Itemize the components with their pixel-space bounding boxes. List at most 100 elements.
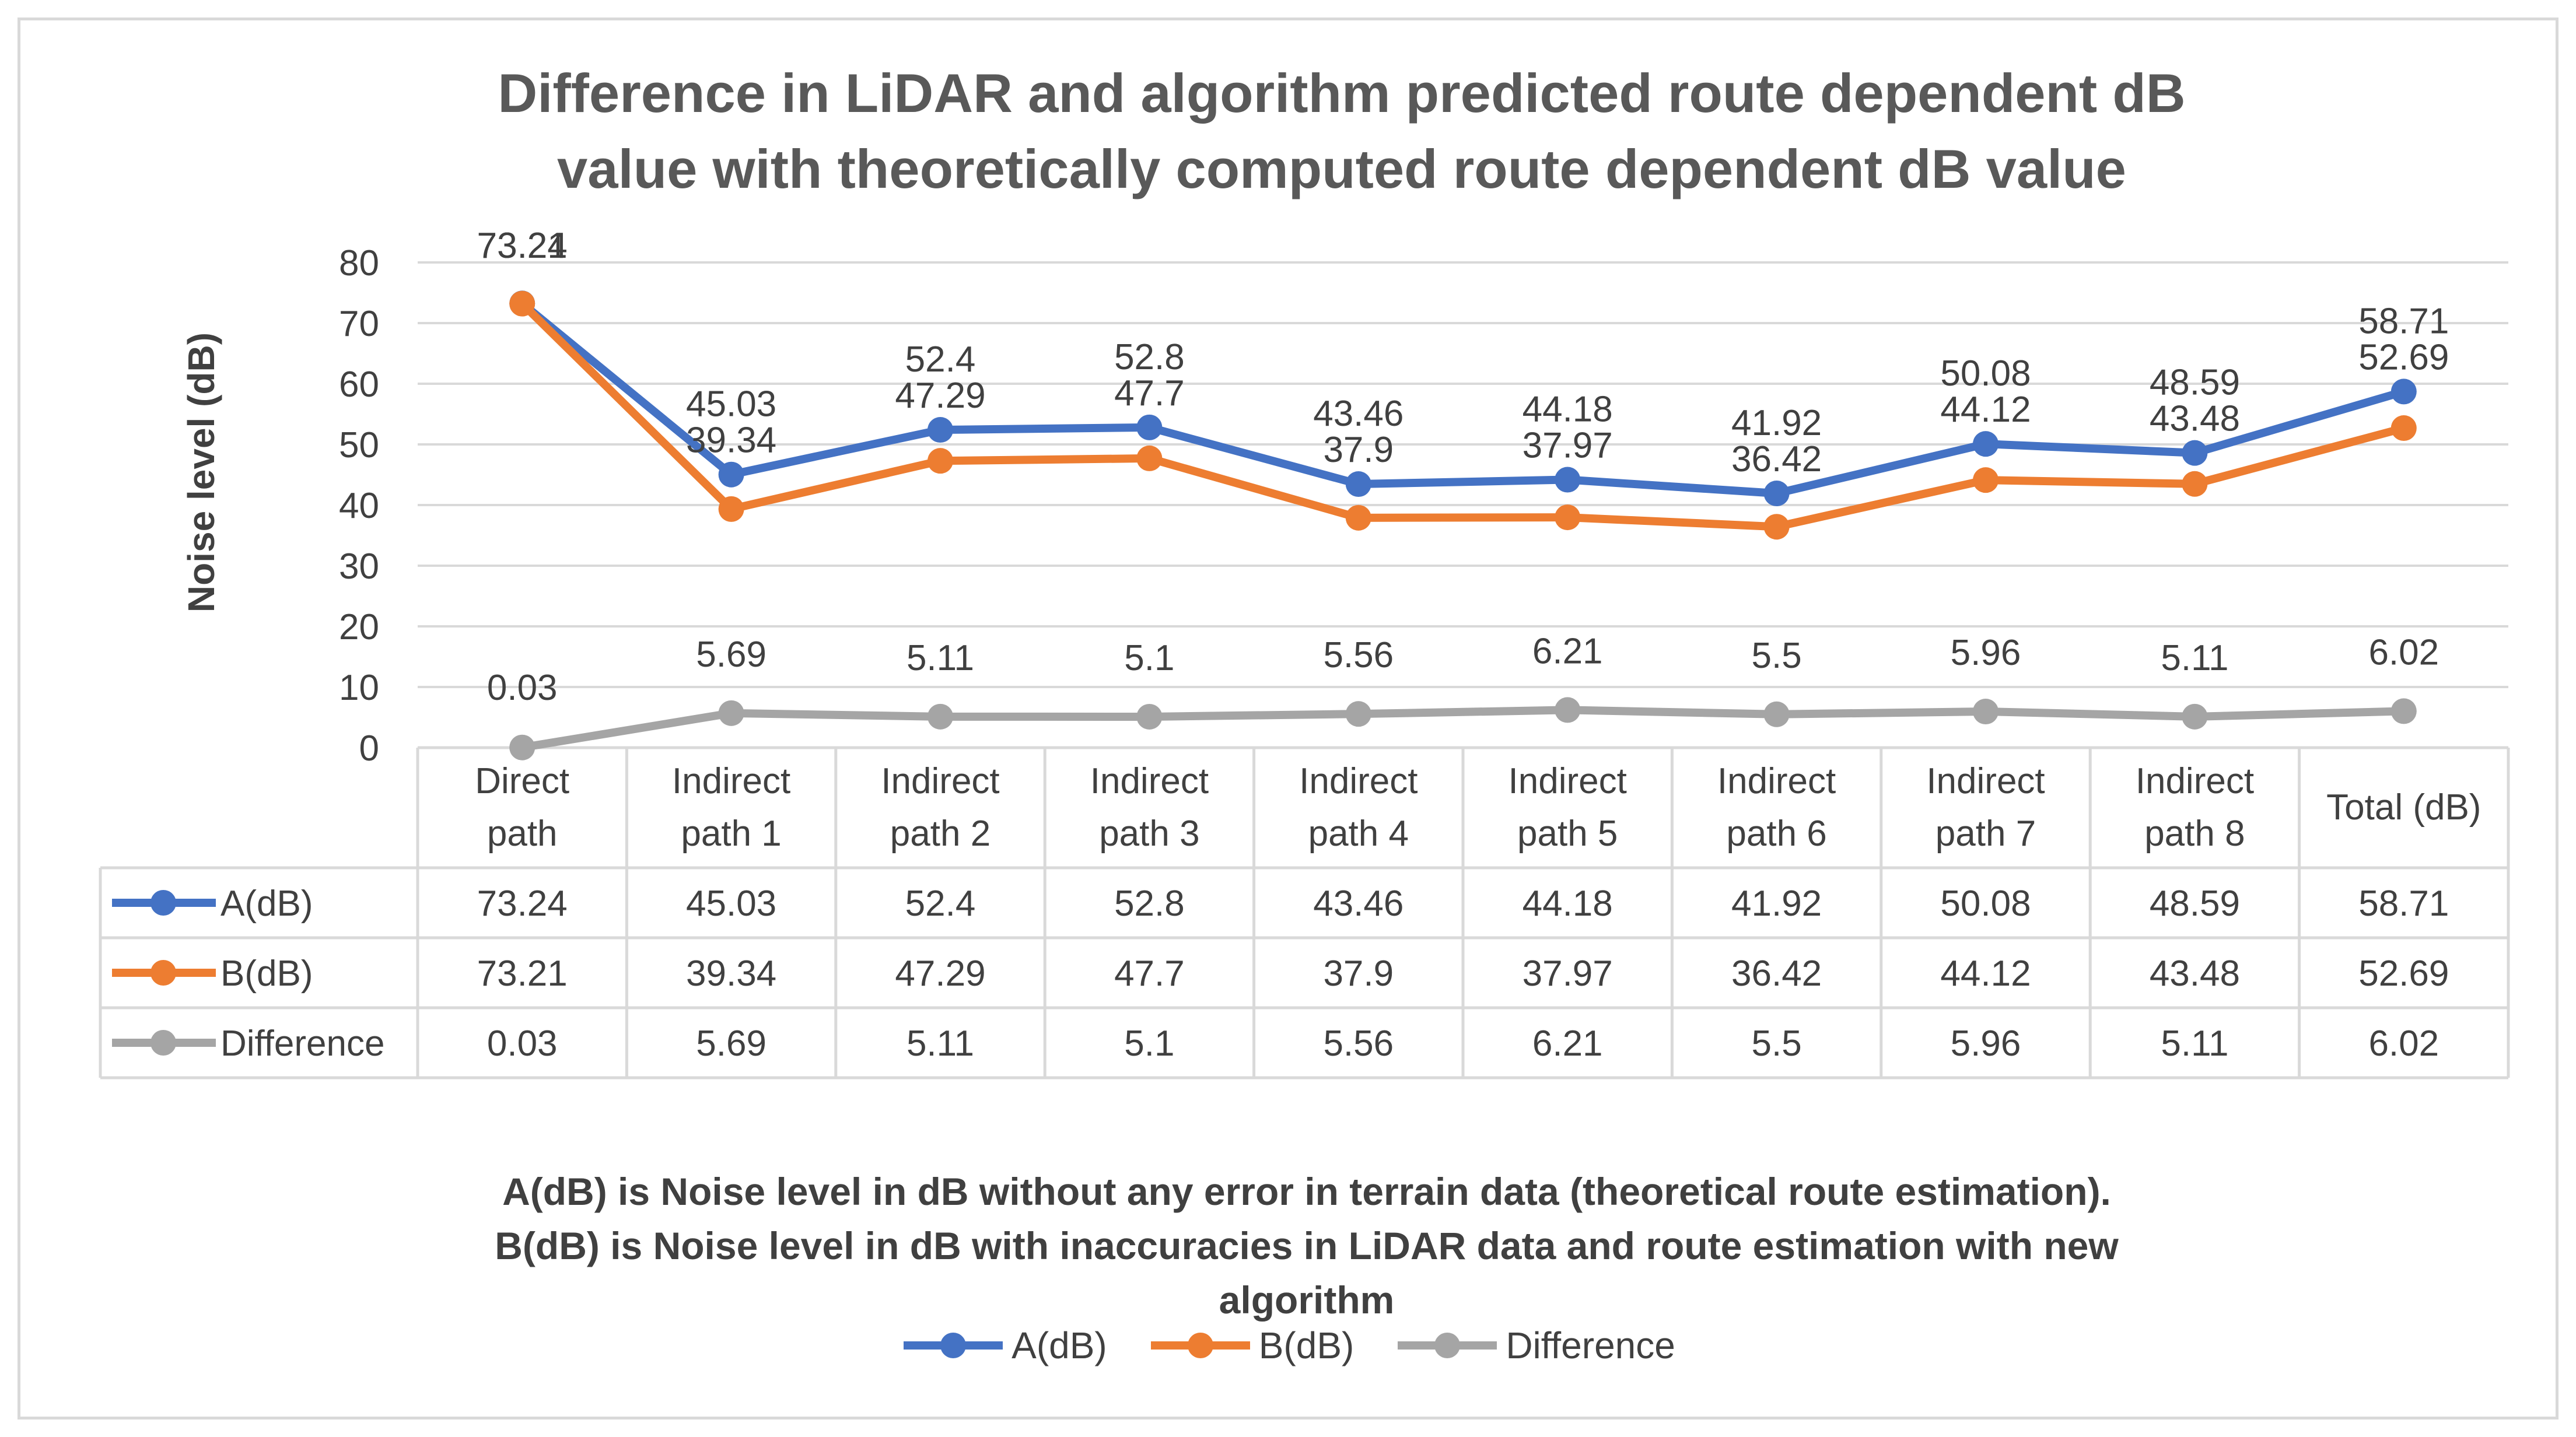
data-point: [1763, 701, 1790, 727]
category-label: path 4: [1308, 814, 1409, 854]
data-point: [2182, 471, 2208, 497]
data-point: [928, 417, 953, 443]
data-label: 48.59: [2150, 363, 2240, 403]
category-label: path 6: [1726, 814, 1826, 854]
data-label: 47.29: [895, 376, 985, 416]
table-cell-value: 6.02: [2368, 1024, 2439, 1064]
legend-item-b: B(dB): [1148, 1324, 1354, 1367]
table-cell-value: 5.96: [1951, 1024, 2021, 1064]
category-label: Indirect: [672, 761, 790, 801]
data-label: 0.03: [487, 668, 558, 708]
table-cell-value: 45.03: [686, 884, 776, 924]
data-label: 41.92: [1731, 403, 1822, 443]
legend-line-a-icon: [904, 1333, 1003, 1358]
table-legend-marker: [150, 890, 176, 916]
data-point: [2182, 440, 2208, 466]
chart-frame: [18, 17, 2558, 1420]
category-label: path: [487, 814, 558, 854]
table-cell-value: 5.5: [1751, 1024, 1801, 1064]
series-line: [519, 300, 2405, 498]
table-cell-value: 58.71: [2358, 884, 2449, 924]
data-point: [1136, 445, 1163, 471]
category-label: path 8: [2144, 814, 2245, 854]
chart-title-line-1: Difference in LiDAR and algorithm predic…: [498, 62, 2186, 124]
table-series-label: A(dB): [220, 884, 313, 924]
data-label: 44.12: [1940, 390, 2031, 430]
table-series-label: Difference: [220, 1024, 384, 1064]
data-label: 36.42: [1731, 439, 1822, 479]
y-tick-label: 30: [339, 546, 379, 587]
data-label: 37.97: [1522, 426, 1613, 466]
y-tick-label: 50: [339, 425, 379, 465]
data-point: [1345, 504, 1371, 531]
category-label: Total (dB): [2326, 787, 2481, 828]
table-cell-value: 47.29: [895, 954, 985, 994]
data-label: 58.71: [2358, 301, 2449, 341]
table-legend-marker: [150, 1030, 176, 1056]
data-point: [1345, 471, 1371, 497]
data-point: [1763, 481, 1790, 507]
data-label: 52.69: [2358, 337, 2449, 377]
table-legend-marker: [150, 960, 176, 986]
y-tick-label: 40: [339, 486, 379, 526]
data-label: 39.34: [686, 420, 776, 461]
data-label: 43.48: [2150, 399, 2240, 439]
table-cell-value: 6.21: [1532, 1024, 1603, 1064]
y-tick-label: 70: [339, 304, 379, 344]
data-label: 73.24: [477, 226, 568, 266]
series-line: [522, 706, 2404, 752]
chart-title-line-2: value with theoretically computed route …: [557, 138, 2126, 199]
note-line-3: algorithm: [1219, 1278, 1395, 1322]
table-cell-value: 73.21: [477, 954, 568, 994]
table-cell-value: 36.42: [1731, 954, 1822, 994]
legend-item-difference: Difference: [1395, 1324, 1675, 1367]
legend-item-a: A(dB): [901, 1324, 1107, 1367]
data-label: 45.03: [686, 384, 776, 425]
data-label: 50.08: [1940, 353, 2031, 394]
data-point: [1973, 699, 1999, 725]
y-tick-label: 20: [339, 607, 379, 647]
legend-label-difference: Difference: [1506, 1324, 1675, 1366]
data-point: [1555, 504, 1581, 531]
data-label: 5.11: [907, 638, 974, 678]
data-label: 5.96: [1951, 633, 2021, 673]
table-cell-value: 37.9: [1323, 954, 1394, 994]
data-point: [718, 461, 744, 488]
table-cell-value: 5.56: [1323, 1024, 1394, 1064]
data-point: [1763, 514, 1790, 540]
data-label: 73.21: [477, 226, 568, 266]
table-cell-value: 0.03: [487, 1024, 558, 1064]
table-cell-value: 50.08: [1940, 884, 2031, 924]
category-label: Indirect: [881, 761, 999, 801]
data-label: 5.1: [1124, 638, 1174, 678]
data-label: 47.7: [1114, 373, 1185, 413]
data-label: 52.8: [1114, 337, 1185, 377]
category-label: Indirect: [1926, 761, 2045, 801]
table-cell-value: 73.24: [477, 884, 568, 924]
table-cell-value: 5.11: [2161, 1024, 2228, 1064]
data-point: [1973, 431, 1999, 457]
data-point: [1136, 414, 1163, 440]
note-line-2: B(dB) is Noise level in dB with inaccura…: [495, 1224, 2119, 1267]
data-label: 5.69: [696, 635, 766, 675]
y-tick-label: 0: [359, 728, 379, 769]
data-point: [509, 734, 536, 760]
data-label: 5.5: [1751, 636, 1801, 676]
data-label: 44.18: [1522, 390, 1613, 430]
legend: A(dB) B(dB) Difference: [0, 1324, 2576, 1367]
table-cell-value: 43.46: [1313, 884, 1404, 924]
category-label: path 5: [1517, 814, 1618, 854]
data-point: [1973, 467, 1999, 493]
data-point: [718, 496, 744, 522]
table-cell-value: 5.1: [1124, 1024, 1174, 1064]
legend-label-a: A(dB): [1012, 1324, 1107, 1366]
category-label: Indirect: [1508, 761, 1627, 801]
table-series-label: B(dB): [220, 954, 313, 994]
category-label: path 1: [681, 814, 781, 854]
data-point: [1345, 701, 1371, 727]
table-cell-value: 41.92: [1731, 884, 1822, 924]
table-cell-value: 44.18: [1522, 884, 1613, 924]
table-cell-value: 43.48: [2150, 954, 2240, 994]
data-point: [1555, 697, 1581, 723]
y-tick-label: 60: [339, 364, 379, 405]
